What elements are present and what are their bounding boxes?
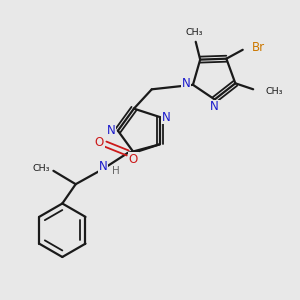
Text: CH₃: CH₃ xyxy=(266,87,283,96)
Text: N: N xyxy=(107,124,116,137)
Text: CH₃: CH₃ xyxy=(185,28,203,37)
Text: N: N xyxy=(182,77,191,90)
Text: O: O xyxy=(95,136,104,149)
Text: H: H xyxy=(112,166,120,176)
Text: N: N xyxy=(162,111,171,124)
Text: Br: Br xyxy=(252,41,266,54)
Text: O: O xyxy=(129,153,138,166)
Text: N: N xyxy=(210,100,219,113)
Text: N: N xyxy=(99,160,107,173)
Text: CH₃: CH₃ xyxy=(32,164,50,173)
